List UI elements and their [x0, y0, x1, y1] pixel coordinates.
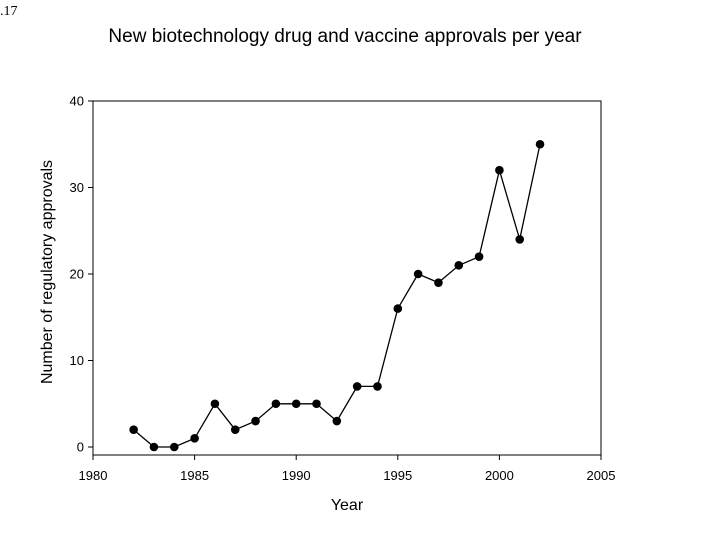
data-point [373, 382, 382, 391]
corner-label: .17 [0, 4, 18, 19]
x-tick-label: 1995 [383, 468, 412, 483]
data-point [495, 165, 504, 175]
x-tick-label: 2005 [587, 468, 616, 483]
data-point [434, 278, 443, 287]
y-tick-label: 0 [77, 440, 84, 455]
data-points [129, 139, 545, 452]
axis-ticks: 1980 1985 1990 1995 2000 2005 0 10 20 30 40 [70, 94, 616, 484]
data-point [413, 269, 423, 279]
data-point [190, 434, 199, 443]
x-tick-label: 2000 [485, 468, 514, 483]
y-axis-label: Number of regulatory approvals [39, 160, 56, 384]
data-point [454, 261, 464, 270]
data-point [393, 304, 403, 313]
data-point [169, 442, 179, 452]
data-point [352, 382, 362, 391]
x-tick-label: 1985 [180, 468, 209, 483]
data-point [210, 399, 220, 409]
data-point [474, 252, 484, 261]
data-point [332, 416, 342, 426]
data-point [271, 399, 281, 409]
data-point [129, 425, 138, 435]
chart-title: New biotechnology drug and vaccine appro… [108, 26, 582, 47]
plot-frame [92, 100, 602, 456]
data-point [251, 416, 260, 426]
data-point [535, 139, 545, 149]
x-axis-label: Year [331, 497, 364, 514]
data-point [291, 399, 301, 409]
x-tick-label: 1980 [79, 468, 108, 483]
data-point [230, 425, 240, 435]
series-line [133, 144, 541, 448]
x-tick-label: 1990 [282, 468, 311, 483]
y-tick-label: 40 [70, 94, 84, 109]
data-point [515, 235, 525, 244]
y-tick-label: 30 [70, 180, 84, 195]
y-tick-label: 20 [70, 267, 84, 282]
data-point [312, 399, 321, 409]
data-point [149, 442, 159, 452]
y-tick-label: 10 [70, 353, 84, 368]
